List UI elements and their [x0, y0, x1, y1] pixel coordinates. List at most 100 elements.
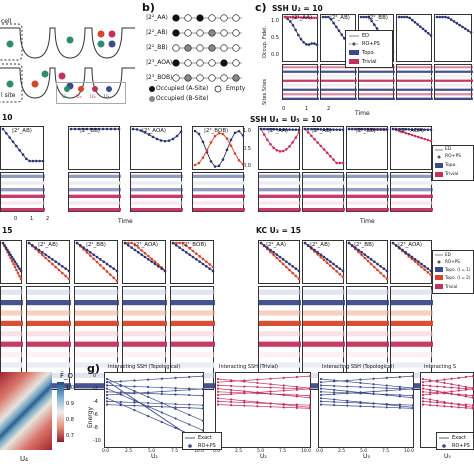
fidelity-subplot: [258, 126, 301, 170]
fidelity-point: [4, 246, 8, 249]
subplot-title: |2³_AOA⟩: [134, 242, 159, 248]
energy-point: [398, 393, 401, 397]
fidelity-point: [47, 259, 51, 263]
energy-point: [160, 411, 163, 414]
legend-r3-topo2: Topo. (l = 2): [445, 275, 471, 280]
energy-point: [308, 394, 312, 397]
occupation-row: [259, 300, 301, 306]
g-xtick: 10.0: [404, 449, 415, 454]
occupation-row: [123, 341, 167, 347]
occupation-row: [321, 70, 357, 73]
fidelity-subplot: [302, 126, 345, 170]
fidelity-curve: [391, 241, 433, 277]
energy-level-line: [106, 401, 204, 406]
energy-point: [421, 390, 425, 393]
fidelity-point: [405, 15, 409, 19]
energy-level-line: [217, 388, 311, 396]
fidelity-point: [193, 129, 197, 133]
energy-point: [436, 399, 439, 402]
fidelity-point: [413, 258, 417, 261]
fidelity-point: [221, 132, 225, 136]
energy-subplot: [318, 372, 415, 448]
occupation-row: [75, 331, 119, 337]
energy-point: [119, 380, 122, 383]
occupation-row: [69, 208, 121, 212]
occupation-row: [435, 70, 473, 73]
fidelity-point: [350, 127, 354, 131]
energy-point: [269, 392, 272, 396]
fidelity-point: [167, 139, 171, 142]
fidelity-point: [54, 260, 57, 263]
occupation-heatmap: [75, 289, 119, 389]
fidelity-line: [194, 130, 244, 168]
fidelity-point: [211, 265, 215, 269]
fidelity-point: [303, 241, 307, 245]
occupation-row: [69, 194, 121, 198]
fidelity-point: [179, 130, 183, 134]
energy-point: [295, 403, 298, 406]
occupation-row: [1, 352, 23, 358]
fidelity-point: [464, 27, 467, 31]
occupation-strips: [302, 172, 345, 212]
energy-point: [457, 389, 460, 392]
fidelity-point: [398, 246, 401, 249]
fidelity-point: [397, 15, 401, 19]
fidelity-point: [101, 127, 105, 131]
energy-point: [429, 391, 432, 394]
occupation-row: [171, 289, 215, 295]
energy-level-line: [320, 391, 414, 396]
fidelity-point: [291, 15, 295, 19]
occupation-row: [131, 174, 183, 178]
fidelity-point: [171, 241, 175, 245]
energy-point: [256, 405, 259, 408]
energy-point: [216, 400, 220, 403]
fidelity-point: [188, 253, 191, 256]
fidelity-point: [262, 127, 266, 131]
occupation-row: [391, 352, 433, 358]
occupation-row: [259, 310, 301, 316]
occupation-row: [359, 70, 395, 73]
legend-occupied-b: Occupied (B-Site): [156, 95, 209, 102]
energy-level-line: [422, 385, 474, 390]
cb-tick-07: 0.7: [66, 433, 74, 439]
fidelity-point: [278, 255, 282, 259]
occupation-row: [397, 75, 433, 78]
fidelity-point: [269, 142, 272, 146]
g-legend-a: Exact RO+PS: [182, 432, 222, 450]
u3-label: U₃: [76, 94, 82, 100]
energy-point: [450, 402, 453, 405]
occupation-row: [435, 66, 473, 69]
energy-point: [411, 404, 415, 407]
energy-point: [188, 406, 191, 409]
energy-point: [295, 385, 298, 388]
fidelity-point: [367, 15, 371, 19]
fidelity-point: [13, 265, 17, 269]
energy-point: [256, 391, 259, 394]
occupation-row: [321, 75, 357, 78]
energy-point: [174, 376, 177, 379]
fidelity-point: [16, 271, 20, 275]
g-ytick: -6: [93, 413, 98, 418]
fidelity-point: [305, 43, 308, 46]
fidelity-point: [329, 154, 332, 158]
occupation-row: [303, 352, 345, 358]
fidelity-point: [357, 127, 360, 131]
fidelity-point: [1, 241, 5, 245]
fidelity-point: [417, 128, 420, 131]
fidelity-curve: [123, 241, 167, 273]
fidelity-point: [449, 18, 453, 21]
energy-point: [398, 403, 401, 406]
energy-point: [429, 400, 432, 404]
fidelity-point: [394, 244, 398, 247]
fidelity-point: [237, 159, 241, 162]
occupation-row: [303, 331, 345, 337]
chain-site: [196, 14, 204, 22]
occupation-row: [69, 188, 121, 192]
chain-site: [208, 29, 216, 37]
fidelity-point: [233, 131, 237, 135]
fidelity-point: [201, 140, 205, 144]
fidelity-point: [327, 15, 330, 19]
chain-site: [184, 59, 192, 67]
fidelity-point: [289, 15, 292, 19]
energy-point: [174, 387, 177, 390]
